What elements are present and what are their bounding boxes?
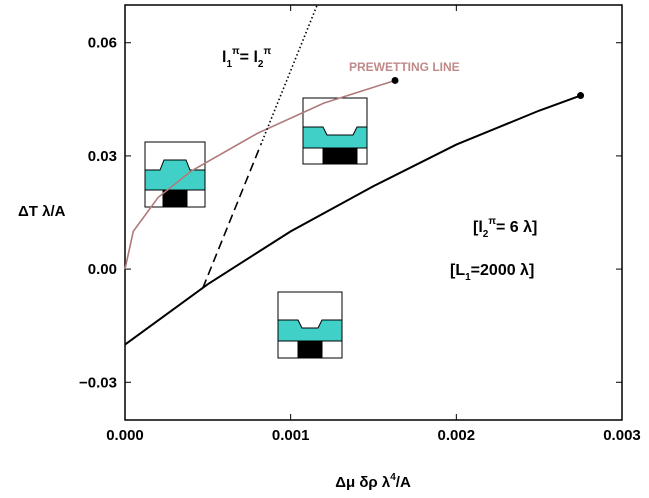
annotation: [L1=2000 λ] — [450, 262, 534, 283]
ann-sub: 1 — [226, 59, 232, 70]
y-tick-label: −0.03 — [79, 374, 117, 391]
ann-part: [l — [473, 219, 483, 236]
plot-frame — [124, 4, 623, 421]
ann-sub: 2 — [483, 229, 489, 240]
ann-part: [L — [450, 262, 465, 279]
ann-sup: π — [263, 46, 271, 57]
end-point — [391, 76, 399, 84]
series-line — [124, 94, 581, 346]
x-label-part: Δμ δρ λ — [335, 474, 391, 491]
ann-part: = l — [240, 49, 258, 66]
annotation: l1π= l2π — [222, 46, 271, 70]
x-tick-label: 0.001 — [272, 427, 310, 444]
ann-sub: 1 — [465, 272, 471, 283]
inset-dip — [277, 291, 343, 359]
x-label-sup: 4 — [390, 472, 396, 483]
x-tick-label: 0.003 — [603, 427, 641, 444]
x-tick-label: 0.000 — [106, 427, 144, 444]
ann-sub: 2 — [258, 59, 264, 70]
series-label: PREWETTING LINE — [349, 60, 460, 74]
ann-part: = 6 λ] — [496, 219, 537, 236]
end-point — [577, 92, 585, 100]
ann-sup: π — [488, 216, 496, 227]
inset-bump — [144, 141, 206, 208]
y-axis-label: ΔT λ/A — [18, 203, 66, 220]
y-tick-label: 0.00 — [88, 261, 117, 278]
x-label-part: /A — [396, 474, 411, 491]
y-tick-label: 0.06 — [88, 35, 117, 52]
ann-part: l — [222, 49, 226, 66]
series-line — [202, 144, 262, 289]
x-tick-label: 0.002 — [438, 427, 476, 444]
ann-part: =2000 λ] — [471, 262, 535, 279]
x-axis-label: Δμ δρ λ4/A — [335, 472, 411, 491]
ann-sup: π — [232, 46, 240, 57]
inset-dip — [302, 97, 368, 165]
annotation: [l2 π= 6 λ] — [473, 216, 537, 240]
series-line — [260, 4, 318, 145]
y-tick-label: 0.03 — [88, 148, 117, 165]
series-line — [124, 79, 396, 270]
